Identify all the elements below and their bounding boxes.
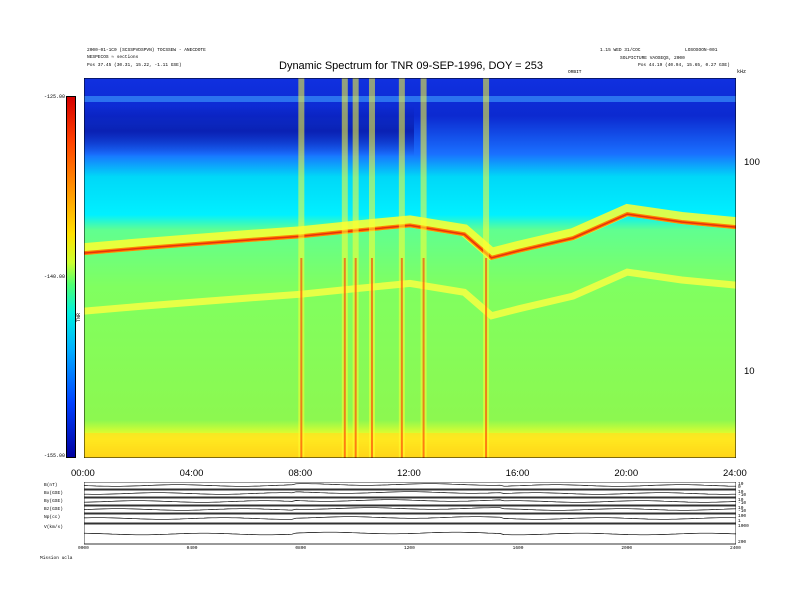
x-tick-label: 00:00 [71, 468, 95, 479]
mag-right-tick: 200 [738, 540, 747, 545]
header-small-center: ORBIT [568, 70, 582, 75]
mag-traces [84, 482, 736, 545]
mag-panel-3 [84, 505, 736, 514]
mag-right-tick: 10 [738, 482, 744, 487]
mag-x-tick: 1600 [512, 546, 524, 551]
mag-right-tick: 1 [738, 519, 741, 524]
mag-label: V(km/s) [44, 525, 63, 530]
mag-label: By(GSE) [44, 499, 63, 504]
mag-right-tick: 0 [738, 485, 741, 490]
mag-right-tick: 10 [738, 498, 744, 503]
header-info-line-2: NESPECOS ≈ sections [87, 55, 139, 60]
header-info-line-1: 2000-01-1C0 (SCSSPVDSPVN) TOCSSEW - ANEC… [87, 48, 206, 53]
mag-right-tick: -10 [738, 509, 747, 514]
mag-right-tick: -10 [738, 501, 747, 506]
mag-trace-3 [84, 507, 736, 511]
mag-panel-2 [84, 497, 736, 506]
chart-title: Dynamic Spectrum for TNR 09-SEP-1996, DO… [279, 60, 544, 72]
mag-right-tick: -10 [738, 493, 747, 498]
x-tick-label: 08:00 [288, 468, 313, 479]
header-info-line-3: Pos 37.45 (30.31, 15.22, -1.11 GSE) [87, 63, 182, 68]
mag-trace-4 [84, 516, 736, 520]
colorbar-label: TNR [76, 312, 82, 322]
burst-core-2 [354, 258, 357, 458]
mag-right-tick: 10 [738, 506, 744, 511]
spectrogram-overlay [84, 78, 736, 458]
mag-panel-4 [84, 513, 736, 524]
colorbar-tick-top: -125.00 [44, 94, 66, 100]
plasma-line-glow [84, 203, 736, 261]
mag-x-tick: 0400 [186, 546, 198, 551]
burst-core-6 [485, 258, 488, 458]
mag-x-tick: 1200 [404, 546, 415, 551]
mag-right-tick: 1000 [738, 524, 749, 529]
mag-label: B(nT) [44, 483, 58, 488]
mag-trace-0 [84, 483, 736, 487]
mag-x-tick: 0000 [78, 546, 89, 551]
plasma-line-peak [84, 213, 736, 259]
burst-core-4 [400, 258, 403, 458]
mag-right-tick: 10 [738, 490, 744, 495]
mag-label: Bx(GSE) [44, 491, 63, 496]
mag-panel-0 [84, 482, 736, 490]
mag-right-tick: 100 [738, 514, 747, 519]
x-tick-label: 16:00 [505, 468, 530, 479]
x-tick-label: 12:00 [397, 468, 421, 479]
mag-panels [84, 482, 736, 545]
mag-trace-2 [84, 499, 736, 503]
low-frequency-band [84, 433, 736, 458]
burst-core-0 [300, 258, 303, 458]
mag-trace-5 [84, 531, 736, 536]
y-unit-label: kHz [737, 69, 747, 75]
colorbar [66, 96, 76, 458]
x-tick-label: 24:00 [723, 468, 747, 479]
light-stripe [84, 96, 736, 102]
x-tick-label: 04:00 [179, 468, 204, 479]
y-tick-100: 100 [744, 157, 760, 168]
mag-x-tick: 2000 [621, 546, 633, 551]
x-tick-label: 20:00 [614, 468, 639, 479]
mag-x-tick: 2400 [730, 546, 741, 551]
dark-band [84, 106, 414, 156]
harmonic-band [84, 268, 736, 320]
header-info-right-corner: LOSOSOON-001 [685, 48, 718, 53]
footer-mission: Mission ucla [40, 556, 73, 561]
burst-core-3 [370, 258, 373, 458]
colorbar-tick-mid: -140.00 [44, 274, 66, 280]
mag-panel-5 [84, 523, 736, 545]
mag-trace-1 [84, 491, 736, 495]
spectrogram [84, 78, 736, 458]
colorbar-tick-bottom: -155.00 [44, 453, 66, 459]
mag-label: Bz(GSE) [44, 507, 63, 512]
mag-panel-1 [84, 489, 736, 498]
header-info-right-3: Pos 44.19 (40.94, 15.65, 0.27 GSE) [638, 63, 730, 68]
header-info-right-1: 1.15 WED 31/COC [600, 48, 641, 53]
y-tick-10: 10 [744, 366, 755, 377]
burst-core-5 [422, 258, 425, 458]
mag-x-tick: 0800 [295, 546, 307, 551]
mag-label: Np(cc) [44, 515, 61, 520]
burst-core-1 [343, 258, 346, 458]
header-info-right-2: SOLPICTURE VAOSEQS, 2000 [620, 56, 685, 61]
